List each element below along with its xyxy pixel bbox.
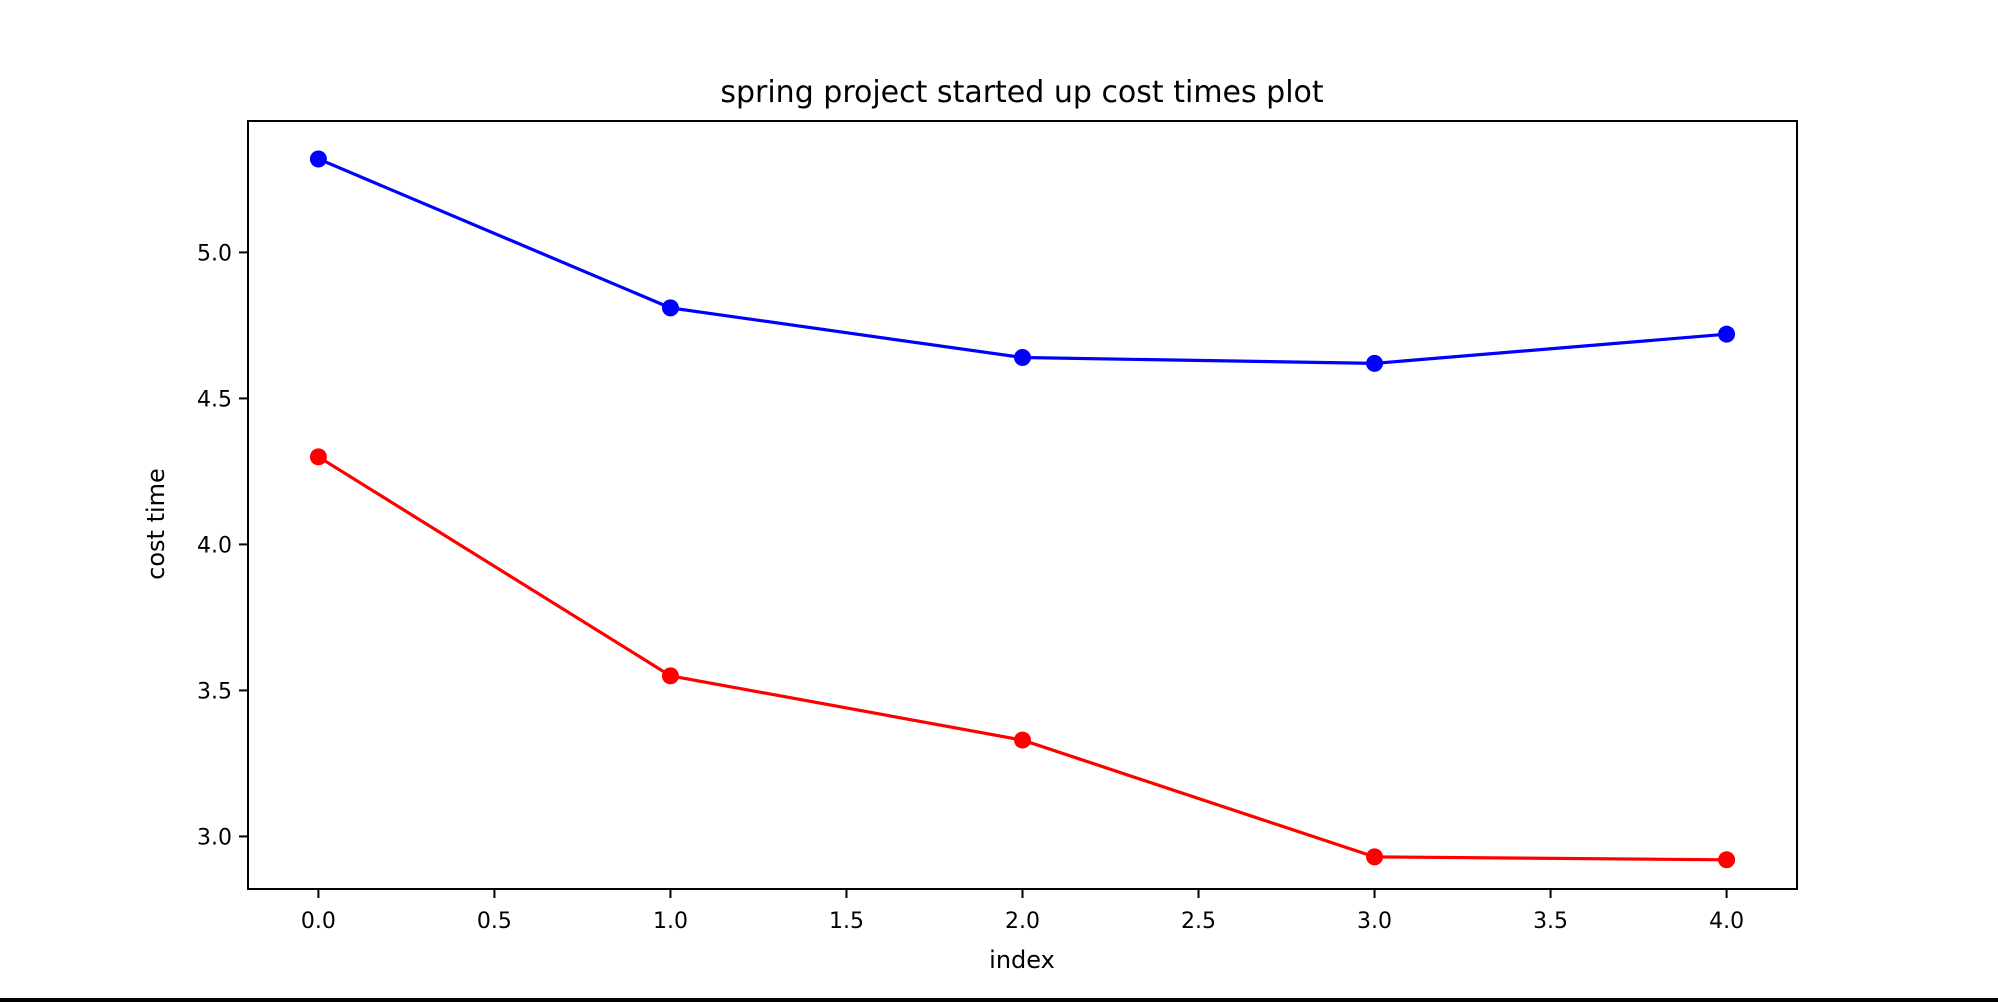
plot-area: 0.0 0.5 1.0 1.5 2.0 2.5 3.0 3.5 4.0 3.0 3.5 4.0 4.5 5… [197,120,1798,934]
series-2-point-2 [1014,731,1031,749]
series-1-point-1 [661,299,679,317]
y-tick-label-3: 4.5 [197,387,232,412]
series-1-point-3 [1366,354,1384,372]
x-tick-label-6: 3.0 [1357,909,1392,934]
chart-title: spring project started up cost times plo… [720,75,1324,110]
y-axis-title: cost time [142,468,170,580]
x-tick-label-1: 0.5 [477,909,512,934]
series-1-point-4 [1718,325,1736,343]
series-1-point-0 [309,150,327,168]
x-axis-title: index [989,946,1055,974]
x-tick-label-5: 2.5 [1181,909,1216,934]
series-1-point-2 [1014,349,1031,367]
y-tick-label-0: 3.0 [197,825,232,850]
x-tick-label-2: 1.0 [653,909,688,934]
x-tick-label-8: 4.0 [1709,909,1744,934]
series-2-point-3 [1366,848,1384,866]
y-tick-label-2: 4.0 [197,533,232,558]
series-2-point-1 [661,667,679,685]
x-tick-label-3: 1.5 [829,909,864,934]
series-2-point-4 [1718,851,1736,869]
axes-frame [247,120,1798,890]
x-tick-label-0: 0.0 [301,909,336,934]
y-tick-label-1: 3.5 [197,679,232,704]
y-tick-label-4: 5.0 [197,241,232,266]
frame-border [0,998,1998,1002]
x-tick-label-4: 2.0 [1005,909,1040,934]
series-2-point-0 [309,448,327,466]
series-2-line [317,455,1727,862]
series-1-line [317,157,1727,365]
x-tick-label-7: 3.5 [1533,909,1568,934]
